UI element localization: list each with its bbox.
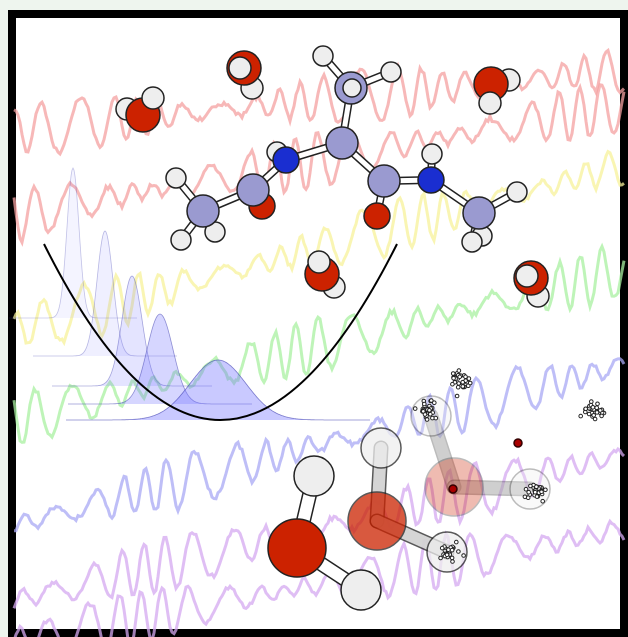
atom (326, 127, 358, 159)
atom (166, 168, 186, 188)
atom (171, 230, 191, 250)
atom (368, 165, 400, 197)
sample-point (584, 407, 588, 411)
sample-point (413, 407, 417, 411)
sample-point (434, 416, 438, 420)
atom (142, 87, 164, 109)
sample-point (422, 410, 426, 414)
sample-point (595, 411, 599, 415)
sample-point (535, 495, 539, 499)
sample-point (461, 385, 465, 389)
sample-point (451, 560, 455, 564)
sample-point (467, 377, 471, 381)
sample-point (533, 490, 537, 494)
sample-point (592, 414, 596, 418)
sample-point (540, 490, 544, 494)
sample-point (595, 406, 599, 410)
atom (364, 203, 390, 229)
red-point (514, 439, 522, 447)
sample-point (590, 400, 594, 404)
sample-point (600, 414, 604, 418)
sample-point (440, 546, 444, 550)
sample-point (457, 550, 461, 554)
sample-point (541, 499, 545, 503)
atom (348, 492, 406, 550)
sample-point (462, 554, 466, 558)
atom (341, 570, 381, 610)
atom (273, 147, 299, 173)
illustration (0, 0, 628, 637)
atom (313, 46, 333, 66)
sample-point (423, 402, 427, 406)
sample-point (429, 412, 433, 416)
sample-point (591, 406, 595, 410)
sample-point (526, 496, 530, 500)
sample-point (535, 485, 539, 489)
sample-point (544, 488, 548, 492)
atom (463, 197, 495, 229)
atom (268, 519, 326, 577)
sample-point (450, 548, 454, 552)
sample-point (455, 540, 459, 544)
sample-point (445, 553, 449, 557)
atom (229, 57, 251, 79)
atom (479, 92, 501, 114)
sample-point (468, 381, 472, 385)
sample-point (579, 414, 583, 418)
sample-point (529, 484, 533, 488)
page: (() => { const NS = 'http://www.w3.org/2… (0, 0, 628, 637)
atom (381, 62, 401, 82)
sample-point (450, 556, 454, 560)
sample-point (451, 382, 455, 386)
sample-point (456, 385, 460, 389)
sample-point (447, 548, 451, 552)
atom (462, 232, 482, 252)
atom (343, 79, 361, 97)
sample-point (593, 417, 597, 421)
sample-point (425, 418, 429, 422)
sample-point (457, 369, 461, 373)
sample-point (433, 401, 437, 405)
atom (361, 428, 401, 468)
atom (516, 265, 538, 287)
sample-point (457, 382, 461, 386)
atom (187, 195, 219, 227)
sample-point (458, 375, 462, 379)
red-point (449, 485, 457, 493)
atom (294, 456, 334, 496)
sample-point (455, 394, 459, 398)
sample-point (587, 412, 591, 416)
sample-point (596, 402, 600, 406)
atom (237, 174, 269, 206)
atom (418, 167, 444, 193)
sample-point (527, 490, 531, 494)
sample-point (452, 376, 456, 380)
atom (507, 182, 527, 202)
sample-point (428, 409, 432, 413)
atom (308, 251, 330, 273)
sample-point (461, 380, 465, 384)
sample-point (451, 372, 455, 376)
atom (422, 144, 442, 164)
sample-point (439, 556, 443, 560)
